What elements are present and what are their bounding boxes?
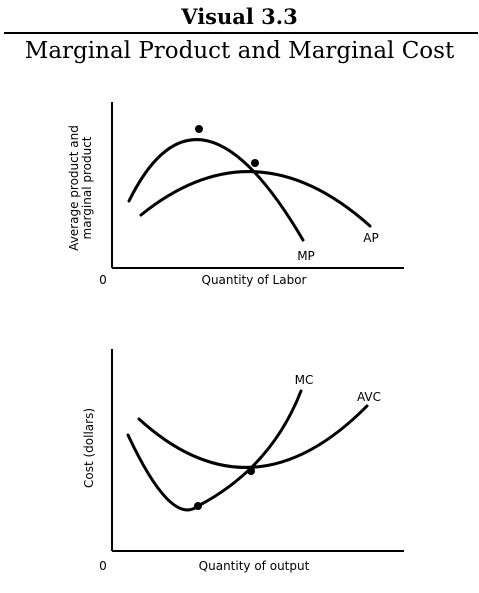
cost-ylabel: Cost (dollars) [82, 408, 96, 488]
mc-avc-intersection-point [247, 467, 255, 475]
header-rule [4, 32, 478, 34]
mc-curve [126, 389, 303, 512]
avc-curve [137, 404, 369, 469]
cost-panel: Cost (dollars) 0 Quantity of output MC A… [82, 349, 404, 573]
product-xlabel: Quantity of Labor [202, 273, 307, 287]
product-origin-label: 0 [99, 273, 107, 287]
product-panel: Average product and marginal product 0 Q… [67, 102, 404, 287]
mp-maximum-point [195, 125, 203, 133]
mp-ap-intersection-point [251, 159, 259, 167]
cost-xlabel: Quantity of output [199, 559, 310, 573]
ap-curve [139, 170, 372, 228]
ap-curve-label: AP [363, 231, 378, 245]
page-title: Marginal Product and Marginal Cost [24, 38, 455, 64]
product-ylabel-line-2: marginal product [80, 136, 94, 239]
mp-curve-label: MP [297, 249, 315, 263]
avc-curve-label: AVC [357, 390, 381, 404]
product-ylabel-line-1: Average product and [67, 125, 81, 251]
mc-curve-label: MC [295, 373, 314, 387]
mc-minimum-point [194, 502, 202, 510]
mp-curve [127, 138, 305, 242]
cost-origin-label: 0 [99, 559, 107, 573]
visual-label: Visual 3.3 [181, 4, 298, 29]
